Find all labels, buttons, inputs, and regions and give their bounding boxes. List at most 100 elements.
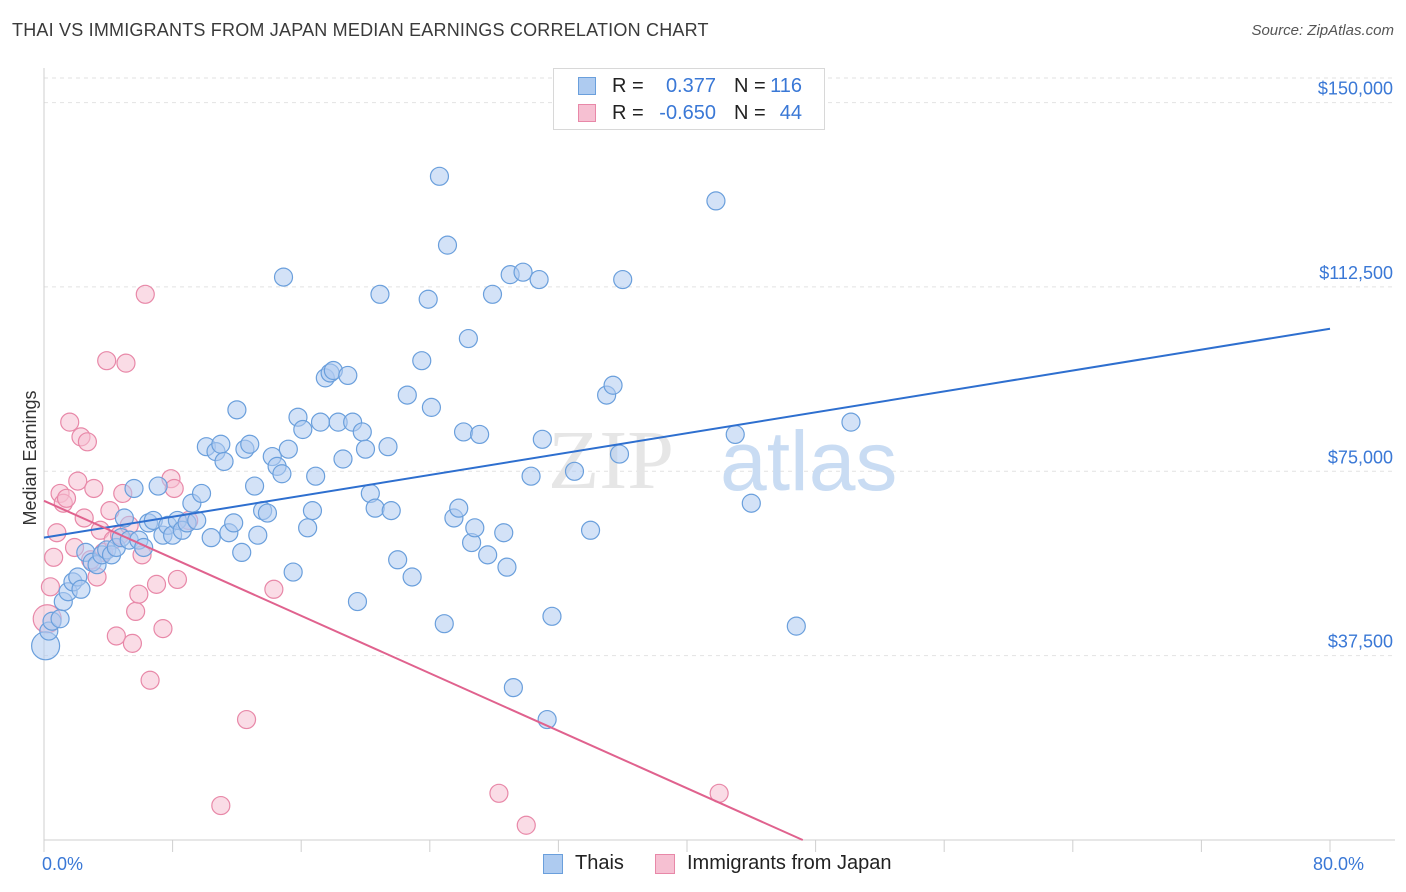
data-point [264, 579, 284, 599]
data-point [434, 614, 454, 634]
data-point [273, 267, 294, 287]
data-point [116, 353, 136, 373]
data-point [84, 478, 104, 499]
data-point [365, 498, 385, 518]
data-point [77, 432, 98, 452]
data-point [706, 191, 726, 211]
trend-line-blue [43, 327, 1331, 539]
data-point [214, 451, 234, 472]
data-point [529, 269, 549, 290]
data-point [603, 375, 623, 395]
data-point [370, 284, 390, 304]
bottom-legend-swatch-pink [655, 854, 675, 874]
data-point [122, 633, 143, 653]
watermark: ZIP atlas [548, 414, 897, 508]
y-tick-label: $37,500 [1328, 632, 1393, 652]
data-point [542, 606, 562, 626]
legend-n-value: 44 [779, 102, 802, 124]
data-point [71, 579, 91, 599]
legend-n-label: N = [734, 75, 766, 97]
data-point [352, 422, 372, 442]
data-point [106, 626, 126, 646]
data-point [521, 466, 541, 486]
y-tick-label: $150,000 [1318, 79, 1393, 99]
series-thais [31, 166, 861, 730]
data-point [211, 434, 231, 454]
data-point [126, 601, 146, 622]
data-point [244, 476, 265, 496]
data-point [68, 471, 88, 491]
source-label: Source: ZipAtlas.com [1251, 22, 1394, 39]
bottom-legend-swatch-blue [543, 854, 563, 874]
x-tick-label: 0.0% [42, 854, 83, 874]
data-point [50, 609, 70, 629]
data-point [397, 385, 417, 405]
data-point [494, 523, 514, 543]
axes [43, 68, 1395, 852]
data-point [489, 783, 509, 803]
correlation-legend: R = 0.377 N = 116 R = -0.650 N = 44 [553, 68, 825, 130]
tick-labels: $37,500 $75,000 $112,500 $150,000 0.0% 80.0% [42, 79, 1393, 874]
legend-r-value: 0.377 [665, 75, 716, 97]
data-point [283, 562, 303, 582]
data-point [97, 351, 117, 371]
watermark-atlas: atlas [720, 414, 897, 508]
data-point [146, 574, 167, 594]
bottom-legend-japan: Immigrants from Japan [655, 851, 915, 875]
data-point [355, 439, 376, 459]
y-tick-label: $112,500 [1319, 263, 1393, 283]
y-tick-label: $75,000 [1328, 447, 1393, 467]
data-point [503, 677, 523, 698]
data-point [129, 584, 149, 604]
data-point [609, 444, 630, 464]
legend-r-label: R = [612, 102, 644, 124]
data-point [302, 501, 323, 521]
data-point [532, 429, 552, 449]
bottom-legend-thais: Thais [543, 851, 643, 875]
data-point [513, 262, 533, 282]
data-point [47, 523, 67, 543]
data-point [453, 422, 474, 442]
data-point [449, 498, 469, 518]
data-point [338, 365, 358, 386]
legend-r-label: R = [612, 75, 644, 97]
bottom-legend-label: Immigrants from Japan [687, 852, 892, 874]
data-point [153, 619, 173, 639]
data-point [482, 284, 503, 304]
data-point [298, 518, 318, 538]
bottom-legend-label: Thais [575, 852, 624, 874]
legend-row-thais: R = 0.377 N = 116 [554, 74, 824, 100]
data-point [388, 550, 408, 570]
data-point [841, 412, 861, 432]
data-point [248, 525, 268, 545]
data-point [418, 289, 438, 309]
grid-lines [44, 77, 1395, 657]
trend-line-pink [43, 499, 804, 841]
watermark-zip: ZIP [548, 414, 674, 507]
data-point [613, 269, 633, 290]
data-point [478, 545, 498, 565]
data-point [786, 616, 806, 636]
data-point [211, 795, 231, 816]
data-point [470, 424, 490, 445]
data-point [224, 513, 244, 533]
series-immigrants-from-japan [32, 284, 729, 835]
data-point [306, 466, 326, 486]
trend-lines [43, 327, 1331, 841]
data-point [516, 815, 536, 835]
data-point [412, 351, 432, 371]
chart-title: THAI VS IMMIGRANTS FROM JAPAN MEDIAN EAR… [12, 20, 709, 40]
data-point [402, 567, 422, 587]
legend-swatch-blue [578, 77, 596, 95]
data-point [140, 670, 160, 690]
data-point [421, 397, 442, 417]
data-point [232, 542, 252, 563]
data-point [236, 709, 257, 730]
data-point [60, 412, 80, 432]
legend-n-label: N = [734, 102, 766, 124]
data-point [114, 508, 134, 528]
data-point [148, 476, 168, 496]
data-point [458, 328, 478, 349]
data-point [191, 483, 212, 504]
